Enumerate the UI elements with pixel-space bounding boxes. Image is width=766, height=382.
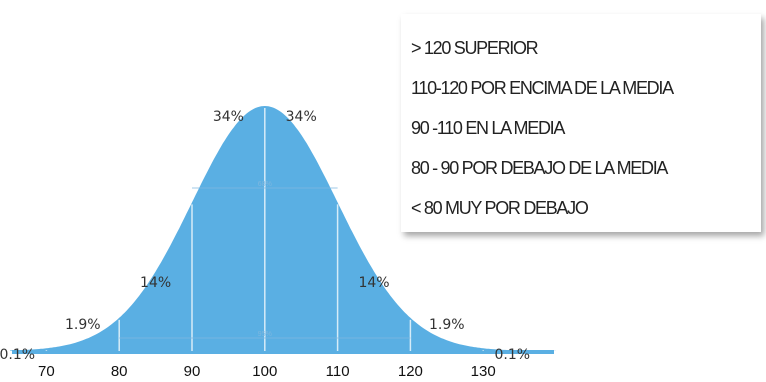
- percent-label-2: 14%: [140, 275, 171, 291]
- x-tick-label-120: 120: [398, 363, 423, 380]
- x-tick-label-80: 80: [111, 363, 128, 380]
- inner-range-label-1: 95%: [258, 331, 272, 338]
- x-tick-label-130: 130: [471, 363, 496, 380]
- x-tick-label-70: 70: [38, 363, 55, 380]
- percent-label-7: 0.1%: [495, 347, 531, 363]
- legend-item-average: 90 -110 EN LA MEDIA: [411, 118, 565, 138]
- percent-label-4: 34%: [286, 109, 317, 125]
- percent-label-0: 0.1%: [0, 347, 35, 363]
- inner-range-label-0: 68%: [258, 181, 272, 188]
- percent-label-1: 1.9%: [65, 317, 101, 333]
- x-tick-label-100: 100: [252, 363, 277, 380]
- x-tick-label-90: 90: [184, 363, 201, 380]
- percent-label-6: 1.9%: [429, 317, 465, 333]
- percent-label-3: 34%: [213, 109, 244, 125]
- baseline-bar: [12, 350, 554, 354]
- legend-item-superior: > 120 SUPERIOR: [411, 38, 539, 58]
- percent-label-5: 14%: [358, 275, 389, 291]
- normal-curve-area: [10, 106, 556, 351]
- x-tick-label-110: 110: [326, 363, 350, 380]
- iq-legend-box: > 120 SUPERIOR 110-120 POR ENCIMA DE LA …: [401, 14, 761, 232]
- legend-item-well-below: < 80 MUY POR DEBAJO: [411, 198, 589, 218]
- legend-item-below-average: 80 - 90 POR DEBAJO DE LA MEDIA: [411, 158, 668, 178]
- legend-item-above-average: 110-120 POR ENCIMA DE LA MEDIA: [411, 78, 674, 98]
